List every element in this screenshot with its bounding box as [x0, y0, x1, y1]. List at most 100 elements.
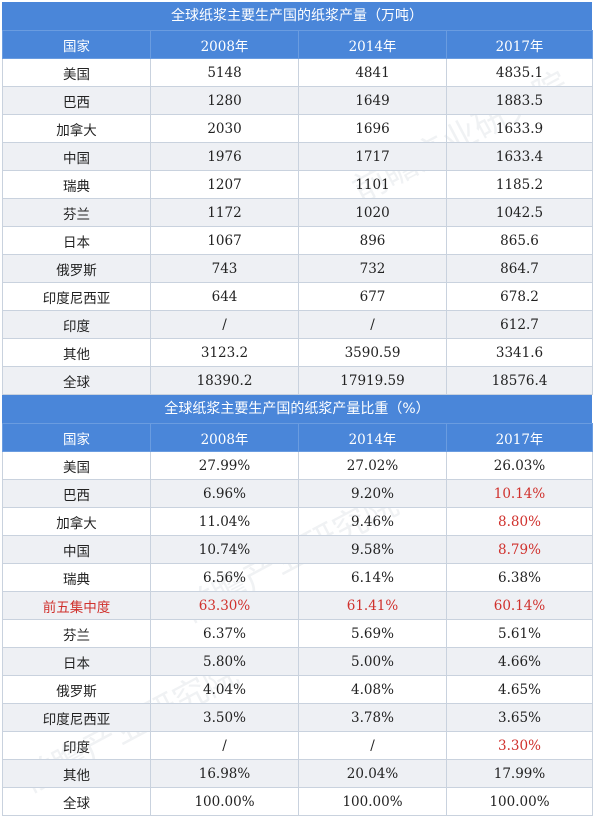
value-cell: 4.65% — [446, 675, 593, 704]
country-cell: 中国 — [2, 142, 151, 171]
value-cell: 27.99% — [150, 451, 299, 480]
country-cell: 前五集中度 — [2, 591, 151, 620]
value-cell: 865.6 — [446, 226, 593, 255]
table-row: 俄罗斯 743 732 864.7 — [2, 254, 593, 283]
value-cell: 1649 — [298, 86, 447, 115]
country-cell: 印度尼西亚 — [2, 282, 151, 311]
value-cell: 27.02% — [298, 451, 447, 480]
country-cell: 俄罗斯 — [2, 675, 151, 704]
table-row: 美国 5148 4841 4835.1 — [2, 58, 593, 87]
value-cell: 11.04% — [150, 507, 299, 536]
value-cell: 16.98% — [150, 759, 299, 788]
country-cell: 其他 — [2, 338, 151, 367]
value-cell: 1101 — [298, 170, 447, 199]
country-cell: 中国 — [2, 535, 151, 564]
value-cell: 3341.6 — [446, 338, 593, 367]
country-cell: 加拿大 — [2, 114, 151, 143]
value-cell: / — [150, 731, 299, 760]
table-row: 印度尼西亚 644 677 678.2 — [2, 282, 593, 311]
table-row: 巴西 1280 1649 1883.5 — [2, 86, 593, 115]
value-cell: / — [150, 310, 299, 339]
value-cell: 5148 — [150, 58, 299, 87]
value-cell: / — [298, 731, 447, 760]
table2-header-row: 国家 2008年 2014年 2017年 — [2, 423, 593, 452]
value-cell: 2030 — [150, 114, 299, 143]
table-row: 日本 5.80% 5.00% 4.66% — [2, 647, 593, 676]
value-cell: 10.74% — [150, 535, 299, 564]
column-header: 2014年 — [298, 423, 447, 452]
table-row: 前五集中度 63.30% 61.41% 60.14% — [2, 591, 593, 620]
table-row: 巴西 6.96% 9.20% 10.14% — [2, 479, 593, 508]
country-cell: 巴西 — [2, 86, 151, 115]
country-cell: 美国 — [2, 451, 151, 480]
table-row: 其他 16.98% 20.04% 17.99% — [2, 759, 593, 788]
column-header: 2014年 — [298, 30, 447, 59]
country-cell: 印度 — [2, 731, 151, 760]
value-cell: 1976 — [150, 142, 299, 171]
column-header: 2008年 — [150, 423, 299, 452]
country-cell: 印度尼西亚 — [2, 703, 151, 732]
table-row: 印度尼西亚 3.50% 3.78% 3.65% — [2, 703, 593, 732]
table-row: 芬兰 6.37% 5.69% 5.61% — [2, 619, 593, 648]
value-cell: 17919.59 — [298, 366, 447, 395]
value-cell: 100.00% — [446, 787, 593, 816]
country-cell: 全球 — [2, 366, 151, 395]
value-cell: 1633.4 — [446, 142, 593, 171]
country-cell: 印度 — [2, 310, 151, 339]
value-cell: 26.03% — [446, 451, 593, 480]
country-cell: 瑞典 — [2, 170, 151, 199]
value-cell: 10.14% — [446, 479, 593, 508]
table-row: 中国 10.74% 9.58% 8.79% — [2, 535, 593, 564]
value-cell: 896 — [298, 226, 447, 255]
value-cell: 6.38% — [446, 563, 593, 592]
value-cell: 6.96% — [150, 479, 299, 508]
column-header: 国家 — [2, 423, 151, 452]
value-cell: 1172 — [150, 198, 299, 227]
value-cell: 4.08% — [298, 675, 447, 704]
value-cell: 9.58% — [298, 535, 447, 564]
column-header: 2017年 — [446, 30, 593, 59]
value-cell: 9.46% — [298, 507, 447, 536]
value-cell: 3.30% — [446, 731, 593, 760]
table2-title: 全球纸浆主要生产国的纸浆产量比重（%） — [2, 395, 592, 423]
table-row: 加拿大 2030 1696 1633.9 — [2, 114, 593, 143]
table1-body: 美国 5148 4841 4835.1 巴西 1280 1649 1883.5 加拿大 2030 1… — [2, 58, 593, 395]
value-cell: 4841 — [298, 58, 447, 87]
table-row: 瑞典 1207 1101 1185.2 — [2, 170, 593, 199]
value-cell: 1067 — [150, 226, 299, 255]
value-cell: 17.99% — [446, 759, 593, 788]
value-cell: 5.80% — [150, 647, 299, 676]
country-cell: 俄罗斯 — [2, 254, 151, 283]
value-cell: 6.37% — [150, 619, 299, 648]
table1-title: 全球纸浆主要生产国的纸浆产量（万吨） — [2, 2, 592, 30]
table-row: 美国 27.99% 27.02% 26.03% — [2, 451, 593, 480]
value-cell: 1696 — [298, 114, 447, 143]
value-cell: 4.66% — [446, 647, 593, 676]
value-cell: 61.41% — [298, 591, 447, 620]
table-row: 全球 100.00% 100.00% 100.00% — [2, 787, 593, 816]
value-cell: 732 — [298, 254, 447, 283]
table-row: 俄罗斯 4.04% 4.08% 4.65% — [2, 675, 593, 704]
value-cell: 5.61% — [446, 619, 593, 648]
value-cell: 1280 — [150, 86, 299, 115]
value-cell: 18390.2 — [150, 366, 299, 395]
country-cell: 全球 — [2, 787, 151, 816]
value-cell: 63.30% — [150, 591, 299, 620]
country-cell: 巴西 — [2, 479, 151, 508]
value-cell: 100.00% — [150, 787, 299, 816]
table-row: 印度 //3.30% — [2, 731, 593, 760]
value-cell: 678.2 — [446, 282, 593, 311]
value-cell: 3590.59 — [298, 338, 447, 367]
table2-body: 美国 27.99% 27.02% 26.03% 巴西 6.96% 9.20% 10.14% 加拿… — [2, 451, 593, 816]
value-cell: 6.14% — [298, 563, 447, 592]
table-row: 日本 1067 896 865.6 — [2, 226, 593, 255]
country-cell: 日本 — [2, 226, 151, 255]
value-cell: 743 — [150, 254, 299, 283]
value-cell: 4835.1 — [446, 58, 593, 87]
country-cell: 其他 — [2, 759, 151, 788]
value-cell: 3.65% — [446, 703, 593, 732]
table-row: 中国 1976 1717 1633.4 — [2, 142, 593, 171]
value-cell: 3123.2 — [150, 338, 299, 367]
value-cell: / — [298, 310, 447, 339]
value-cell: 6.56% — [150, 563, 299, 592]
